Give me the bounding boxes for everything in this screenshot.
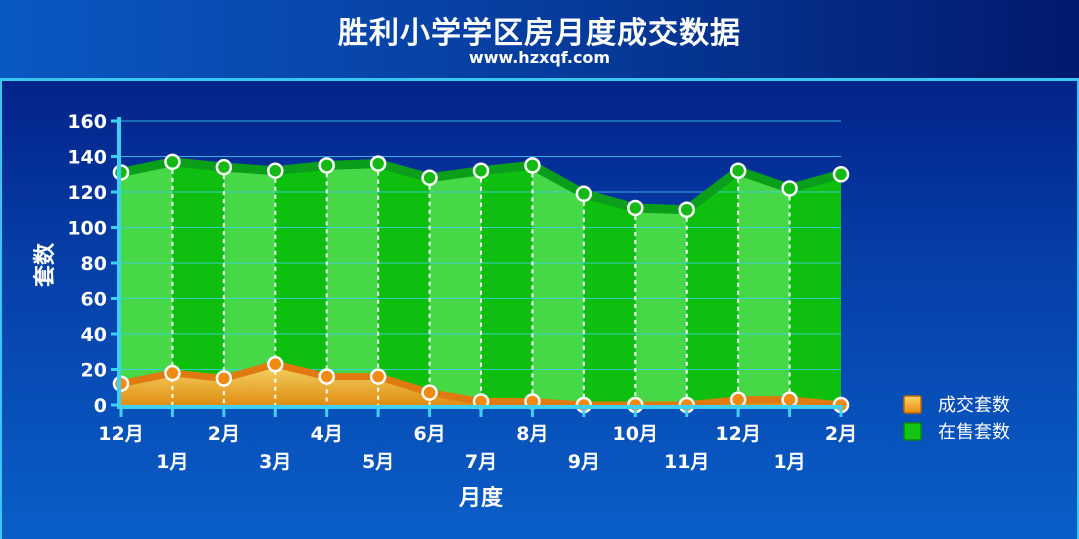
sold-point — [369, 368, 387, 385]
for-sale-area-band — [429, 170, 481, 405]
chart-title: 胜利小学学区房月度成交数据 — [338, 16, 741, 51]
sold-point — [421, 384, 438, 401]
for-sale-area-band — [583, 193, 636, 405]
x-tick-label: 8月 — [516, 423, 548, 445]
x-tick-label: 9月 — [568, 451, 600, 473]
y-tick-label: 60 — [81, 289, 107, 311]
for-sale-point — [318, 157, 335, 174]
for-sale-point — [369, 155, 387, 172]
x-tick-label: 2月 — [208, 423, 240, 445]
for-sale-area-band — [686, 170, 739, 405]
sold-area — [121, 364, 841, 405]
for-sale-area-band — [275, 165, 327, 405]
y-tick-label: 140 — [67, 147, 107, 169]
sold-point — [781, 391, 798, 408]
for-sale-point — [164, 153, 181, 171]
legend-label: 在售套数 — [938, 422, 1010, 443]
for-sale-area-band — [789, 174, 841, 405]
for-sale-point — [267, 162, 284, 179]
legend-swatch — [903, 422, 922, 441]
for-sale-area-band — [378, 163, 430, 405]
y-tick-label: 160 — [67, 111, 107, 133]
for-sale-area-band — [481, 165, 533, 405]
x-tick-label: 5月 — [362, 451, 394, 473]
y-tick-label: 0 — [94, 395, 107, 417]
y-tick-label: 120 — [67, 182, 107, 204]
legend-swatch — [903, 395, 922, 414]
for-sale-area-band — [172, 161, 224, 405]
x-tick-label: 12月 — [715, 423, 760, 445]
for-sale-point — [832, 166, 850, 183]
for-sale-point — [627, 199, 644, 217]
x-tick-label: 7月 — [465, 451, 497, 473]
sold-point — [267, 355, 284, 373]
for-sale-point — [524, 157, 541, 174]
y-tick-label: 80 — [81, 253, 107, 275]
for-sale-area-band — [326, 163, 379, 405]
x-tick-label: 2月 — [825, 423, 857, 445]
for-sale-area-band — [223, 167, 276, 405]
x-tick-label: 4月 — [311, 423, 343, 445]
sold-point — [164, 364, 181, 382]
y-tick-label: 20 — [81, 360, 107, 382]
for-sale-area-band — [121, 161, 173, 405]
legend-label: 成交套数 — [938, 395, 1010, 416]
x-tick-label: 11月 — [664, 451, 709, 473]
x-tick-label: 12月 — [98, 423, 143, 445]
x-tick-label: 10月 — [613, 423, 658, 445]
x-tick-label: 6月 — [413, 423, 445, 445]
x-tick-label: 1月 — [156, 451, 188, 473]
for-sale-point — [678, 201, 695, 218]
for-sale-point — [575, 185, 593, 203]
for-sale-point — [421, 169, 438, 187]
y-axis-title: 套数 — [32, 242, 58, 287]
sold-point — [729, 391, 747, 408]
chart-subtitle: www.hzxqf.com — [468, 48, 611, 67]
y-tick-label: 100 — [67, 218, 107, 240]
for-sale-area-band — [635, 207, 687, 405]
sold-point — [318, 368, 335, 385]
for-sale-point — [472, 162, 490, 179]
for-sale-point — [781, 180, 798, 197]
y-tick-label: 40 — [81, 324, 107, 346]
x-axis-title: 月度 — [458, 485, 504, 511]
sold-point — [215, 370, 233, 387]
for-sale-point — [729, 162, 747, 179]
for-sale-point — [215, 158, 233, 176]
x-tick-label: 1月 — [773, 451, 805, 473]
for-sale-area-band — [738, 170, 790, 405]
for-sale-area-band — [532, 165, 584, 405]
x-tick-label: 3月 — [259, 451, 291, 473]
